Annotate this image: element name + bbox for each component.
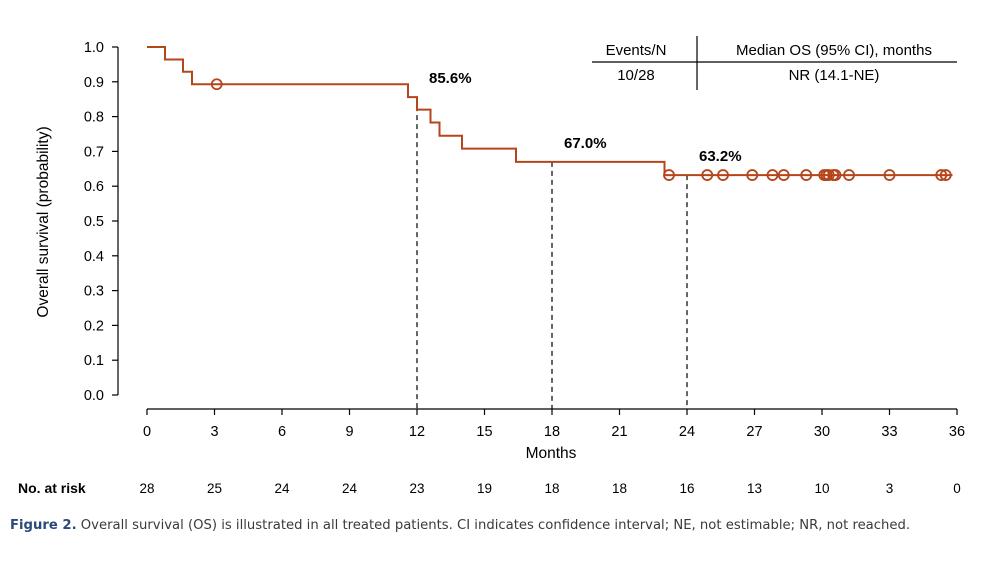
censor-mark bbox=[843, 169, 855, 181]
x-tick-label: 24 bbox=[679, 424, 695, 440]
x-tick-label: 21 bbox=[611, 424, 627, 440]
x-tick-label: 0 bbox=[143, 424, 151, 440]
risk-table-value: 24 bbox=[342, 481, 358, 496]
risk-table-value: 13 bbox=[747, 481, 762, 496]
x-axis-label: Months bbox=[526, 445, 577, 462]
km-series bbox=[147, 46, 953, 177]
risk-table-value: 18 bbox=[544, 481, 559, 496]
summary-table: Events/N Median OS (95% CI), months 10/2… bbox=[592, 36, 957, 90]
x-tick-label: 36 bbox=[949, 424, 965, 440]
risk-table-value: 25 bbox=[207, 481, 222, 496]
y-tick-label: 0.2 bbox=[84, 318, 104, 334]
risk-table-label: No. at risk bbox=[18, 480, 86, 496]
risk-table-value: 24 bbox=[274, 481, 290, 496]
x-tick-label: 18 bbox=[544, 424, 560, 440]
landmark-labels: 85.6% 67.0% 63.2% bbox=[429, 70, 742, 165]
x-tick-label: 3 bbox=[210, 424, 218, 440]
censor-mark bbox=[822, 169, 835, 181]
x-tick-label: 27 bbox=[746, 424, 762, 440]
censor-mark bbox=[766, 169, 779, 181]
censor-mark bbox=[800, 169, 813, 181]
km-survival-curve bbox=[147, 46, 953, 177]
risk-table-value: 10 bbox=[814, 481, 829, 496]
figure-caption: Figure 2. Overall survival (OS) is illus… bbox=[10, 517, 982, 535]
risk-table-value: 28 bbox=[139, 481, 154, 496]
risk-table-value: 0 bbox=[953, 481, 961, 496]
risk-table-value: 16 bbox=[679, 481, 694, 496]
censor-mark bbox=[939, 169, 952, 181]
censor-mark bbox=[701, 169, 714, 181]
risk-table-value: 3 bbox=[886, 481, 894, 496]
km-chart: 0.00.10.20.30.40.50.60.70.80.91.0 0 3 6 9 12… bbox=[18, 36, 965, 496]
censor-marks bbox=[210, 78, 952, 181]
x-tick-label: 33 bbox=[881, 424, 897, 440]
censor-mark bbox=[717, 169, 729, 181]
censor-mark bbox=[829, 169, 842, 181]
risk-table-values: 28 25 24 24 23 19 18 18 16 13 10 3 0 bbox=[139, 481, 960, 496]
summary-cell-events: 10/28 bbox=[617, 67, 655, 84]
y-axis-label: Overall survival (probability) bbox=[35, 126, 52, 317]
landmark-lines bbox=[416, 97, 688, 409]
y-tick-label: 0.4 bbox=[84, 249, 104, 265]
y-tick-label: 1.0 bbox=[84, 40, 104, 56]
censor-mark bbox=[210, 78, 223, 91]
risk-table-value: 23 bbox=[409, 481, 424, 496]
x-axis: 0 3 6 9 12 15 18 21 24 27 30 33 36 bbox=[143, 408, 965, 440]
censor-mark bbox=[777, 169, 790, 181]
x-tick-label: 12 bbox=[409, 424, 425, 440]
x-tick-label: 30 bbox=[814, 424, 830, 440]
risk-table-value: 19 bbox=[477, 481, 492, 496]
x-tick-label: 6 bbox=[278, 424, 286, 440]
y-tick-label: 0.9 bbox=[84, 75, 104, 91]
x-tick-label: 9 bbox=[345, 424, 353, 440]
landmark-label: 85.6% bbox=[429, 70, 472, 87]
landmark-label: 67.0% bbox=[564, 135, 607, 152]
summary-header-median: Median OS (95% CI), months bbox=[736, 42, 932, 59]
summary-header-events: Events/N bbox=[606, 42, 667, 59]
y-tick-label: 0.8 bbox=[84, 110, 104, 126]
figure-caption-text: Overall survival (OS) is illustrated in … bbox=[80, 518, 911, 533]
summary-cell-median: NR (14.1-NE) bbox=[789, 67, 880, 84]
y-tick-label: 0.7 bbox=[84, 144, 104, 160]
y-tick-label: 0.6 bbox=[84, 179, 104, 195]
risk-table-value: 18 bbox=[612, 481, 627, 496]
y-tick-label: 0.1 bbox=[84, 353, 104, 369]
censor-mark bbox=[883, 169, 896, 181]
landmark-label: 63.2% bbox=[699, 148, 742, 165]
figure-caption-label: Figure 2. bbox=[10, 518, 77, 533]
y-tick-label: 0.3 bbox=[84, 284, 104, 300]
y-tick-label: 0.5 bbox=[84, 214, 104, 230]
x-tick-label: 15 bbox=[476, 424, 492, 440]
y-tick-label: 0.0 bbox=[84, 388, 104, 404]
censor-mark bbox=[746, 169, 759, 181]
censor-mark bbox=[663, 169, 675, 181]
censor-mark bbox=[935, 169, 948, 181]
y-axis: 0.0 0.1 0.2 0.3 0.4 0.5 0.6 0.7 0.8 0.9 1.0 bbox=[84, 40, 119, 404]
